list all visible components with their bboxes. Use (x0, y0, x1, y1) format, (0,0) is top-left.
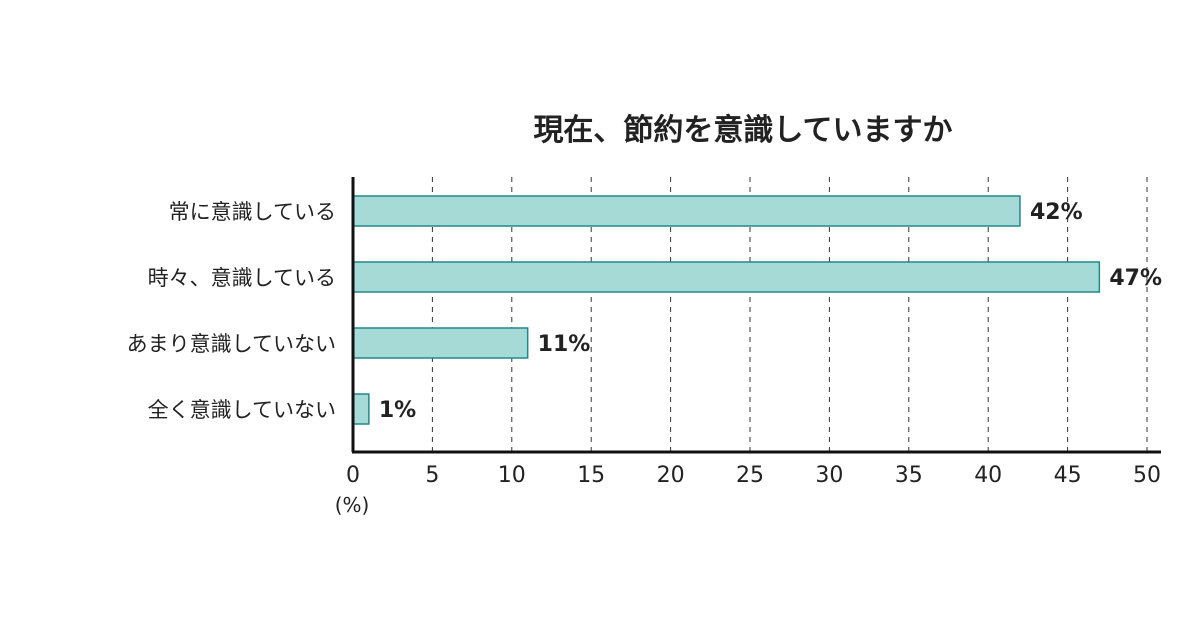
x-tick-label: 5 (425, 463, 439, 488)
x-tick-label: 50 (1133, 463, 1161, 488)
category-label: 常に意識している (169, 200, 336, 224)
bars (352, 195, 1101, 425)
data-label: 11% (538, 332, 591, 357)
x-tick-label: 40 (974, 463, 1002, 488)
x-tick-label: 30 (815, 463, 843, 488)
category-label: 時々、意識している (148, 266, 336, 290)
data-label: 47% (1109, 266, 1162, 291)
bar (352, 393, 370, 425)
chart-title: 現在、節約を意識していますか (533, 113, 952, 148)
bar (352, 195, 1021, 227)
x-tick-label: 20 (657, 463, 685, 488)
category-label: 全く意識していない (148, 398, 336, 422)
data-label: 42% (1030, 200, 1083, 225)
x-tick-label: 10 (498, 463, 526, 488)
bar (352, 327, 529, 359)
value-labels: 42% 47% 11% 1% (379, 200, 1162, 423)
data-label: 1% (379, 398, 416, 423)
x-tick-label: 35 (895, 463, 923, 488)
x-axis-unit: (%) (335, 493, 370, 517)
bar (352, 261, 1101, 293)
x-tick-label: 15 (577, 463, 605, 488)
x-tick-label: 0 (346, 463, 360, 488)
category-label: あまり意識していない (127, 332, 336, 356)
x-tick-labels: 0 5 10 15 20 25 30 35 40 45 50 (346, 463, 1161, 488)
x-tick-label: 45 (1054, 463, 1082, 488)
x-tick-label: 25 (736, 463, 764, 488)
